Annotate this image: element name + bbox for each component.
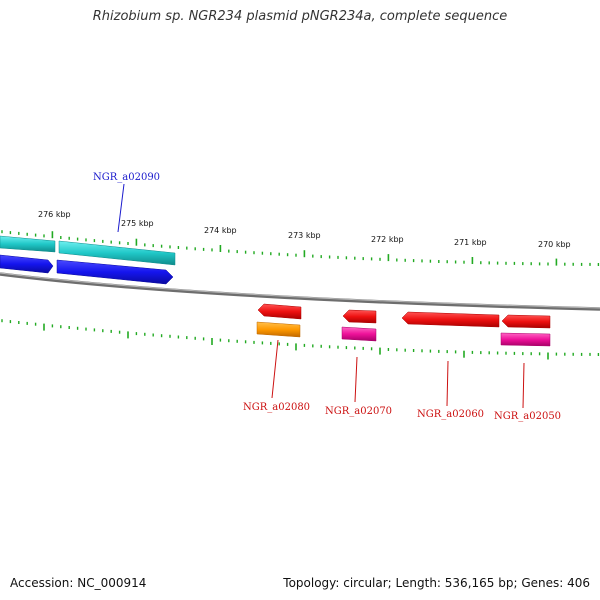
scale-label-276: 276 kbp xyxy=(38,210,71,219)
footer-topology: Topology: circular; Length: 536,165 bp; … xyxy=(283,576,590,590)
cyan-feature-2[interactable] xyxy=(58,240,176,266)
pink-feature-2[interactable] xyxy=(500,332,551,347)
scale-label-273: 273 kbp xyxy=(288,231,321,240)
orange-feature[interactable] xyxy=(256,321,301,338)
footer-accession: Accession: NC_000914 xyxy=(10,576,147,590)
secondary-track xyxy=(256,321,551,347)
gene-label-leaders xyxy=(117,183,525,409)
red-track xyxy=(257,303,551,329)
blue-feature-1[interactable] xyxy=(0,254,54,274)
gene-label-ngr-a02090[interactable]: NGR_a02090 xyxy=(93,172,160,183)
scale-label-272: 272 kbp xyxy=(371,235,404,244)
red-feature-ngr-a02070[interactable] xyxy=(342,309,377,324)
red-feature-ngr-a02060[interactable] xyxy=(401,311,500,328)
red-feature-ngr-a02050[interactable] xyxy=(501,314,551,329)
red-feature-ngr-a02080[interactable] xyxy=(257,303,302,320)
cyan-track xyxy=(0,235,176,266)
scale-label-274: 274 kbp xyxy=(204,226,237,235)
blue-feature-ngr-a02090[interactable] xyxy=(56,259,174,285)
lower-tick-row xyxy=(1,319,600,360)
gene-labels: NGR_a02090 NGR_a02080 NGR_a02070 NGR_a02… xyxy=(93,172,561,422)
scale-label-275: 275 kbp xyxy=(121,219,154,228)
page-title: Rhizobium sp. NGR234 plasmid pNGR234a, c… xyxy=(92,9,508,24)
scale-labels: 276 kbp 275 kbp 274 kbp 273 kbp 272 kbp … xyxy=(38,210,571,249)
scale-label-270: 270 kbp xyxy=(538,240,571,249)
blue-track xyxy=(0,254,174,285)
scale-label-271: 271 kbp xyxy=(454,238,487,247)
upper-tick-row xyxy=(1,230,600,266)
gene-label-ngr-a02070[interactable]: NGR_a02070 xyxy=(325,406,392,417)
gene-label-ngr-a02060[interactable]: NGR_a02060 xyxy=(417,409,484,420)
gene-label-ngr-a02050[interactable]: NGR_a02050 xyxy=(494,411,561,422)
pink-feature-1[interactable] xyxy=(341,326,377,342)
sequence-backbone xyxy=(0,272,600,311)
cyan-feature-1[interactable] xyxy=(0,235,56,253)
gene-label-ngr-a02080[interactable]: NGR_a02080 xyxy=(243,402,310,413)
